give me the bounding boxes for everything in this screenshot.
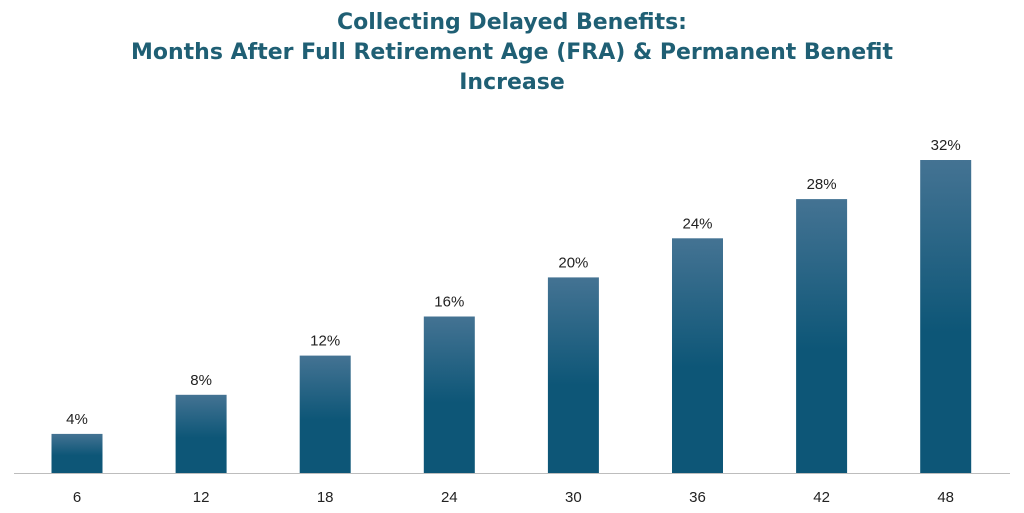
- bar-42: [796, 199, 848, 473]
- value-label-18: 12%: [310, 333, 340, 350]
- x-tick-label-18: 18: [317, 489, 334, 506]
- x-tick-label-48: 48: [937, 489, 954, 506]
- bar-30: [547, 277, 599, 473]
- value-label-36: 24%: [682, 215, 712, 232]
- value-label-24: 16%: [434, 294, 464, 311]
- bar-18: [299, 355, 351, 473]
- bars-group: 4% 8% 12% 16% 20% 24% 28% 32%: [51, 137, 972, 474]
- bar-12: [175, 394, 227, 474]
- x-tick-label-36: 36: [689, 489, 706, 506]
- x-tick-label-12: 12: [193, 489, 210, 506]
- value-label-6: 4%: [66, 411, 88, 428]
- chart-title-line-3: Increase: [459, 70, 565, 95]
- x-tick-label-42: 42: [813, 489, 830, 506]
- value-label-12: 8%: [190, 372, 212, 389]
- value-label-30: 20%: [558, 254, 588, 271]
- value-label-48: 32%: [931, 137, 961, 154]
- bar-24: [423, 316, 475, 473]
- x-tick-label-24: 24: [441, 489, 458, 506]
- x-tick-labels: 6 12 18 24 30 36 42 48: [73, 489, 954, 506]
- value-label-42: 28%: [807, 176, 837, 193]
- chart-title-line-2: Months After Full Retirement Age (FRA) &…: [131, 40, 893, 65]
- chart-title-line-1: Collecting Delayed Benefits:: [337, 10, 687, 35]
- x-tick-label-30: 30: [565, 489, 582, 506]
- bar-6: [51, 433, 103, 473]
- chart-title: Collecting Delayed Benefits: Months Afte…: [0, 8, 1024, 98]
- bar-48: [920, 160, 972, 473]
- bar-36: [672, 238, 723, 474]
- x-tick-label-6: 6: [73, 489, 81, 506]
